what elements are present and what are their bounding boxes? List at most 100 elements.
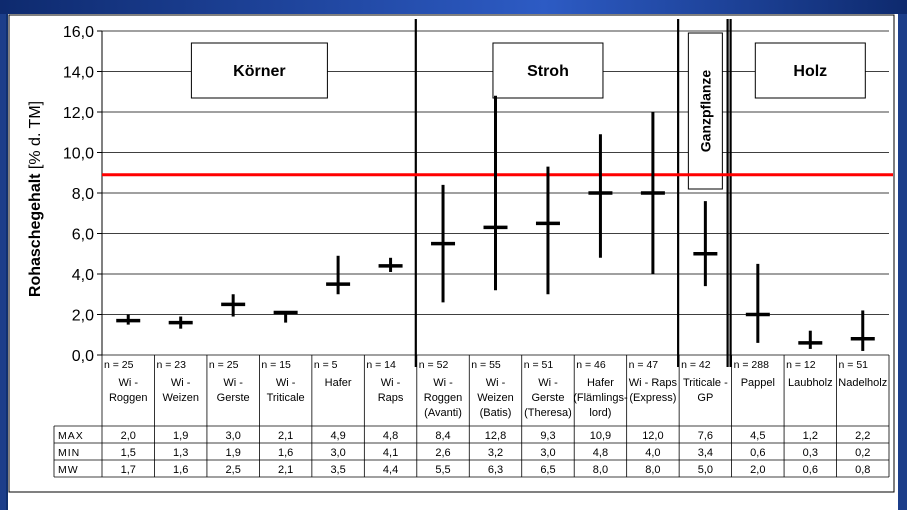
table-cell: 0,6 bbox=[803, 464, 818, 476]
sample-size-label: n = 47 bbox=[629, 359, 659, 371]
table-row-label: MAX bbox=[58, 430, 84, 442]
category-label: Roggen bbox=[424, 392, 463, 404]
table-cell: 0,3 bbox=[803, 447, 818, 459]
category-label: Weizen bbox=[477, 392, 513, 404]
category-label: Pappel bbox=[741, 377, 775, 389]
sample-size-label: n = 55 bbox=[471, 359, 501, 371]
sample-size-label: n = 15 bbox=[261, 359, 291, 371]
slide-title-bar bbox=[0, 0, 907, 14]
table-cell: 0,8 bbox=[855, 464, 870, 476]
y-tick-label: 10,0 bbox=[63, 146, 94, 163]
category-label: (Batis) bbox=[480, 407, 512, 419]
sample-size-label: n = 12 bbox=[786, 359, 816, 371]
table-cell: 2,1 bbox=[278, 430, 293, 442]
category-label: (Flämlings- bbox=[573, 392, 628, 404]
category-label: GP bbox=[697, 392, 713, 404]
category-label: (Theresa) bbox=[524, 407, 572, 419]
category-label: Roggen bbox=[109, 392, 148, 404]
table-cell: 3,5 bbox=[330, 464, 345, 476]
y-tick-label: 14,0 bbox=[63, 65, 94, 82]
table-cell: 5,5 bbox=[435, 464, 450, 476]
table-cell: 4,5 bbox=[750, 430, 765, 442]
category-label: Nadelholz bbox=[838, 377, 887, 389]
sample-size-label: n = 5 bbox=[314, 359, 338, 371]
category-label: Hafer bbox=[325, 377, 352, 389]
table-cell: 1,2 bbox=[803, 430, 818, 442]
sample-size-label: n = 52 bbox=[419, 359, 449, 371]
y-tick-label: 4,0 bbox=[72, 267, 94, 284]
table-cell: 5,0 bbox=[698, 464, 713, 476]
table-cell: 6,5 bbox=[540, 464, 555, 476]
y-tick-label: 0,0 bbox=[72, 348, 94, 365]
table-cell: 12,8 bbox=[485, 430, 506, 442]
range-chart: 0,0 2,0 4,0 6,0 8,0 10,0 12,0 14,0 16,0 Rohascheg… bbox=[8, 14, 895, 493]
table-cell: 3,0 bbox=[330, 447, 345, 459]
group-label: Körner bbox=[233, 63, 285, 80]
table-cell: 4,4 bbox=[383, 464, 398, 476]
category-label: Wi - bbox=[171, 377, 191, 389]
category-label: Wi - bbox=[486, 377, 506, 389]
table-cell: 1,9 bbox=[226, 447, 241, 459]
group-label: Stroh bbox=[527, 63, 569, 80]
sample-size-label: n = 23 bbox=[156, 359, 186, 371]
group-label-box bbox=[754, 42, 866, 99]
category-label: Raps bbox=[378, 392, 404, 404]
table-cell: 1,6 bbox=[278, 447, 293, 459]
sample-size-label: n = 51 bbox=[524, 359, 554, 371]
table-cell: 2,6 bbox=[435, 447, 450, 459]
category-label: Wi - bbox=[118, 377, 138, 389]
chart-panel: 0,0 2,0 4,0 6,0 8,0 10,0 12,0 14,0 16,0 Rohascheg… bbox=[6, 14, 898, 510]
category-label: Wi - bbox=[223, 377, 243, 389]
group-label-box bbox=[687, 32, 723, 190]
table-cell: 3,4 bbox=[698, 447, 713, 459]
table-cell: 1,7 bbox=[121, 464, 136, 476]
category-label: Wi - bbox=[538, 377, 558, 389]
chart-frame bbox=[8, 14, 895, 493]
table-cell: 10,9 bbox=[590, 430, 611, 442]
category-label: Laubholz bbox=[788, 377, 833, 389]
table-cell: 4,0 bbox=[645, 447, 660, 459]
table-cell: 7,6 bbox=[698, 430, 713, 442]
table-cell: 3,0 bbox=[226, 430, 241, 442]
table-cell: 4,1 bbox=[383, 447, 398, 459]
table-row-label: MIN bbox=[58, 447, 80, 459]
category-label: Triticale - bbox=[683, 377, 728, 389]
sample-size-label: n = 42 bbox=[681, 359, 711, 371]
table-cell: 8,0 bbox=[645, 464, 660, 476]
category-label: lord) bbox=[589, 407, 611, 419]
table-cell: 6,3 bbox=[488, 464, 503, 476]
group-label: Holz bbox=[793, 63, 827, 80]
table-cell: 2,0 bbox=[121, 430, 136, 442]
group-label: Ganzpflanze bbox=[697, 70, 713, 153]
table-cell: 8,4 bbox=[435, 430, 450, 442]
table-cell: 2,0 bbox=[750, 464, 765, 476]
group-label-box bbox=[492, 42, 604, 99]
table-cell: 3,2 bbox=[488, 447, 503, 459]
category-label: Triticale bbox=[267, 392, 305, 404]
y-tick-label: 16,0 bbox=[63, 24, 94, 41]
y-tick-label: 12,0 bbox=[63, 105, 94, 122]
category-label: Wi - bbox=[381, 377, 401, 389]
table-cell: 1,5 bbox=[121, 447, 136, 459]
category-label: Wi - bbox=[433, 377, 453, 389]
category-label: Wi - bbox=[276, 377, 296, 389]
table-cell: 1,3 bbox=[173, 447, 188, 459]
category-label: Wi - Raps bbox=[629, 377, 678, 389]
sample-size-label: n = 288 bbox=[734, 359, 769, 371]
table-cell: 2,1 bbox=[278, 464, 293, 476]
table-cell: 2,2 bbox=[855, 430, 870, 442]
sample-size-label: n = 14 bbox=[366, 359, 396, 371]
table-cell: 4,8 bbox=[383, 430, 398, 442]
y-axis-label: Rohaschegehalt [% d. TM] bbox=[27, 101, 44, 297]
sample-size-label: n = 46 bbox=[576, 359, 606, 371]
y-tick-label: 6,0 bbox=[72, 227, 94, 244]
table-cell: 0,6 bbox=[750, 447, 765, 459]
table-cell: 8,0 bbox=[593, 464, 608, 476]
table-cell: 4,8 bbox=[593, 447, 608, 459]
category-label: Hafer bbox=[587, 377, 614, 389]
table-cell: 3,0 bbox=[540, 447, 555, 459]
y-tick-label: 2,0 bbox=[72, 308, 94, 325]
table-cell: 0,2 bbox=[855, 447, 870, 459]
table-cell: 1,6 bbox=[173, 464, 188, 476]
table-cell: 4,9 bbox=[330, 430, 345, 442]
